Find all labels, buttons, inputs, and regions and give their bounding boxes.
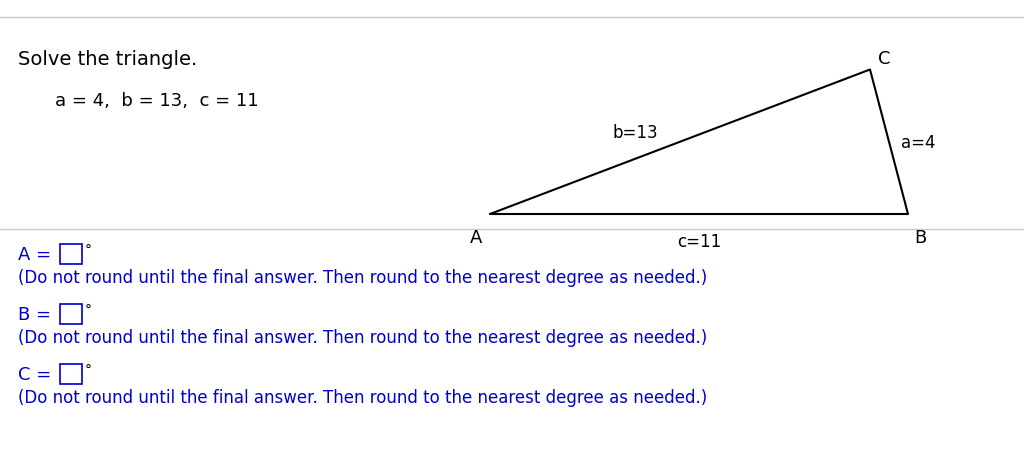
Text: c=11: c=11	[677, 232, 721, 250]
Text: B =: B =	[18, 305, 51, 323]
FancyBboxPatch shape	[60, 364, 82, 384]
Text: C =: C =	[18, 365, 51, 383]
Text: A =: A =	[18, 245, 51, 263]
Text: C: C	[878, 51, 891, 69]
Text: B: B	[914, 229, 927, 246]
Text: b=13: b=13	[612, 124, 658, 142]
Text: (Do not round until the final answer. Then round to the nearest degree as needed: (Do not round until the final answer. Th…	[18, 328, 708, 346]
Text: a=4: a=4	[901, 133, 936, 152]
FancyBboxPatch shape	[60, 304, 82, 324]
Text: Solve the triangle.: Solve the triangle.	[18, 50, 198, 69]
Text: °: °	[85, 304, 92, 318]
Text: a = 4,  b = 13,  c = 11: a = 4, b = 13, c = 11	[55, 92, 259, 110]
Text: °: °	[85, 244, 92, 258]
Text: (Do not round until the final answer. Then round to the nearest degree as needed: (Do not round until the final answer. Th…	[18, 388, 708, 406]
Text: °: °	[85, 363, 92, 377]
FancyBboxPatch shape	[60, 244, 82, 264]
Text: (Do not round until the final answer. Then round to the nearest degree as needed: (Do not round until the final answer. Th…	[18, 268, 708, 286]
Text: A: A	[470, 229, 482, 246]
